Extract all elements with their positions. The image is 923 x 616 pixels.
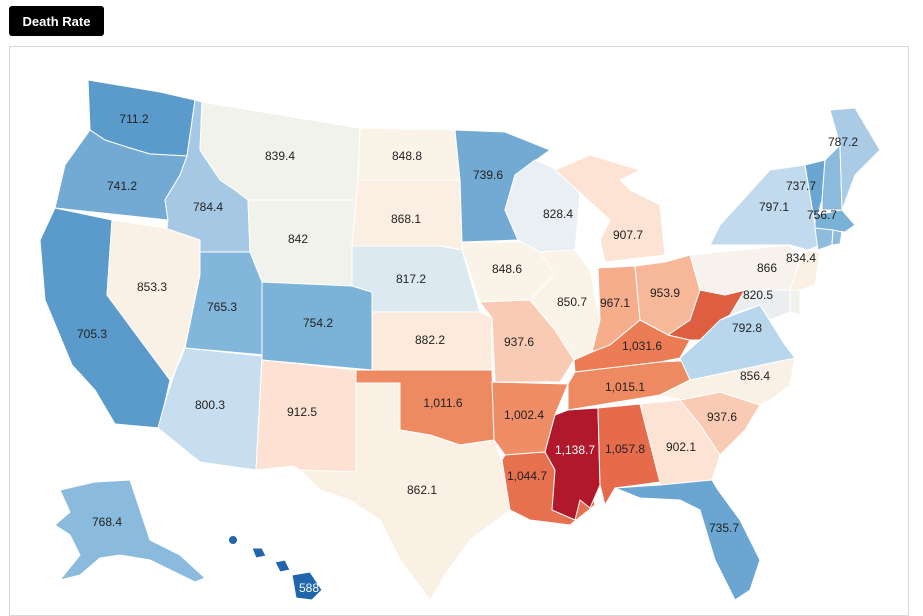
label-hi: 588 bbox=[299, 581, 319, 595]
death-rate-metric-button[interactable]: Death Rate bbox=[9, 6, 104, 36]
state-ma[interactable] bbox=[814, 209, 856, 233]
state-nv[interactable] bbox=[106, 219, 201, 381]
label-ca: 705.3 bbox=[77, 327, 107, 341]
label-md: 820.5 bbox=[743, 288, 773, 302]
state-ct[interactable] bbox=[814, 227, 834, 251]
state-hi-group bbox=[229, 536, 323, 601]
label-me: 787.2 bbox=[828, 135, 858, 149]
label-ny: 797.1 bbox=[759, 200, 789, 214]
label-id: 784.4 bbox=[193, 200, 223, 214]
label-nv: 853.3 bbox=[137, 280, 167, 294]
label-ut: 765.3 bbox=[207, 300, 237, 314]
state-fl[interactable] bbox=[614, 479, 761, 601]
label-nm: 912.5 bbox=[287, 405, 317, 419]
state-de[interactable] bbox=[789, 289, 801, 316]
state-ms[interactable] bbox=[544, 407, 601, 521]
label-mo: 937.6 bbox=[504, 335, 534, 349]
label-pa: 834.4 bbox=[786, 251, 816, 265]
label-ma: 756.7 bbox=[807, 208, 837, 222]
label-sd: 868.1 bbox=[391, 212, 421, 226]
hi-island-maui[interactable] bbox=[274, 559, 291, 573]
label-co: 754.2 bbox=[303, 316, 333, 330]
state-mi[interactable] bbox=[554, 154, 666, 263]
label-nj: 866 bbox=[757, 261, 777, 275]
label-tn: 1,015.1 bbox=[605, 380, 645, 394]
label-sc: 937.6 bbox=[707, 410, 737, 424]
label-ks: 882.2 bbox=[415, 333, 445, 347]
state-md[interactable] bbox=[728, 289, 791, 321]
label-in: 967.1 bbox=[600, 296, 630, 310]
state-ri[interactable] bbox=[831, 229, 843, 246]
label-ia: 848.6 bbox=[492, 262, 522, 276]
label-fl: 735.7 bbox=[709, 521, 739, 535]
state-tx[interactable] bbox=[298, 382, 511, 601]
state-ks[interactable] bbox=[371, 311, 493, 371]
label-vt: 737.7 bbox=[786, 179, 816, 193]
label-nd: 848.8 bbox=[392, 149, 422, 163]
state-nc[interactable] bbox=[658, 357, 796, 406]
label-ne: 817.2 bbox=[396, 272, 426, 286]
label-or: 741.2 bbox=[107, 179, 137, 193]
label-ms: 1,138.7 bbox=[555, 443, 595, 457]
label-mi: 907.7 bbox=[613, 228, 643, 242]
label-ak: 768.4 bbox=[92, 515, 122, 529]
label-ga: 902.1 bbox=[666, 440, 696, 454]
state-labels: 711.2 741.2 705.3 784.4 853.3 839.4 842 … bbox=[77, 112, 858, 595]
label-ok: 1,011.6 bbox=[423, 396, 462, 410]
label-al: 1,057.8 bbox=[605, 442, 645, 456]
label-nc: 856.4 bbox=[740, 369, 770, 383]
state-hi[interactable] bbox=[291, 571, 323, 601]
label-va: 792.8 bbox=[732, 321, 762, 335]
hi-island-oahu[interactable] bbox=[251, 547, 267, 559]
state-me[interactable] bbox=[829, 107, 881, 211]
label-mt: 839.4 bbox=[265, 149, 295, 163]
state-nh[interactable] bbox=[821, 143, 843, 211]
hi-island-kauai[interactable] bbox=[229, 536, 237, 544]
label-wa: 711.2 bbox=[119, 112, 148, 126]
label-ar: 1,002.4 bbox=[504, 408, 544, 422]
label-ky: 1,031.6 bbox=[622, 339, 662, 353]
label-wy: 842 bbox=[288, 232, 308, 246]
label-oh: 953.9 bbox=[650, 286, 680, 300]
label-wi: 828.4 bbox=[543, 207, 573, 221]
label-la: 1,044.7 bbox=[507, 469, 547, 483]
label-il: 850.7 bbox=[557, 295, 587, 309]
state-ky[interactable] bbox=[573, 319, 691, 373]
label-mn: 739.6 bbox=[473, 168, 503, 182]
label-az: 800.3 bbox=[195, 398, 225, 412]
label-tx: 862.1 bbox=[407, 483, 437, 497]
state-ak[interactable] bbox=[54, 479, 206, 583]
